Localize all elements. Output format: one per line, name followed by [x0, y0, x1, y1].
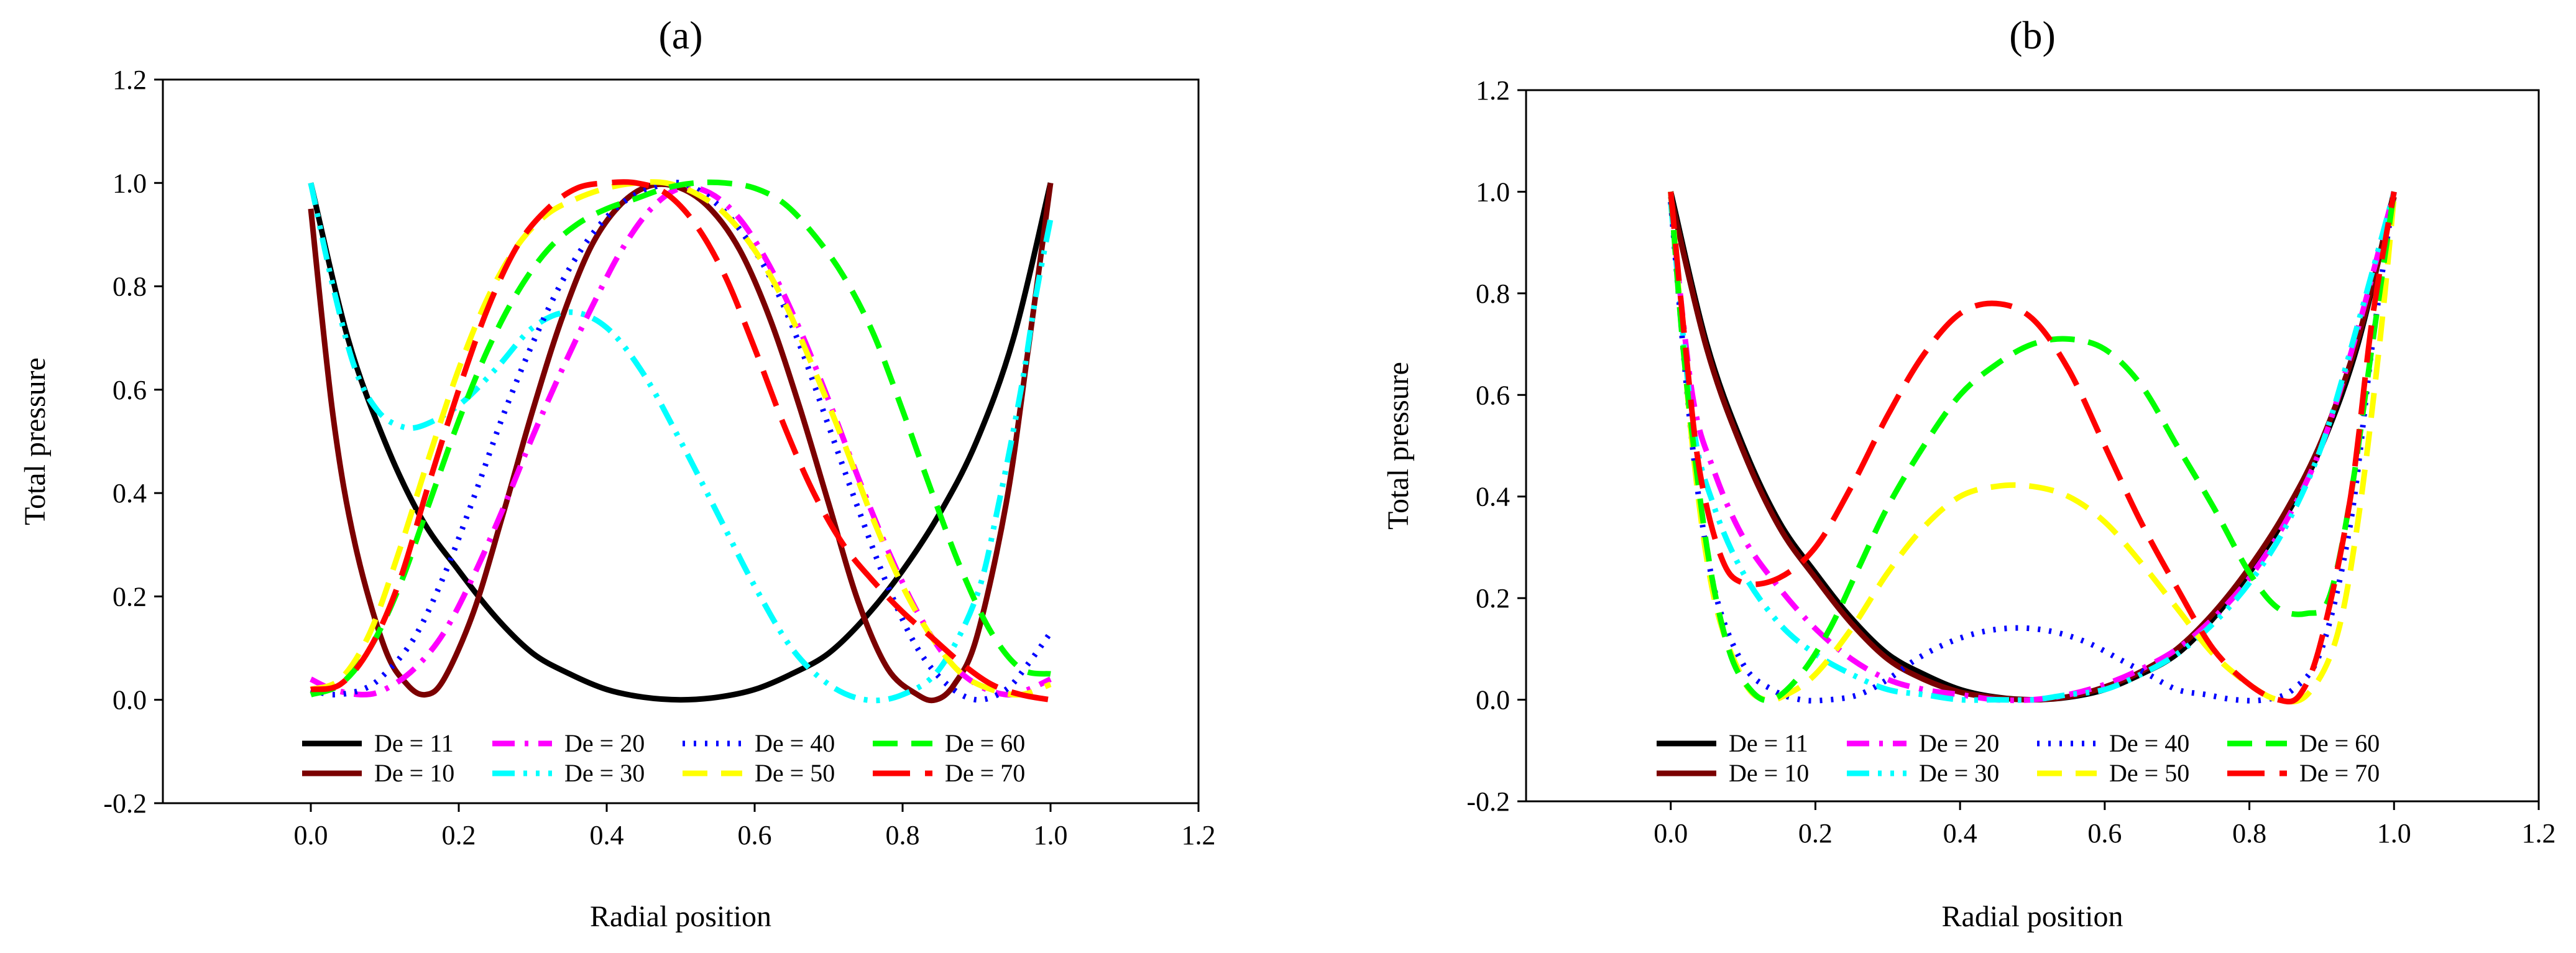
series-line-de-70 [310, 179, 1051, 703]
y-tick-label: -0.2 [103, 788, 147, 819]
y-tick-label: 0.6 [113, 375, 147, 405]
x-tick-label: 0.6 [738, 820, 772, 850]
y-tick-label: 0.8 [113, 272, 147, 302]
legend-label: De = 70 [2299, 759, 2380, 787]
y-tick-label: 0.0 [1476, 685, 1510, 716]
legend-label: De = 30 [564, 759, 645, 787]
y-tick-label: 0.0 [113, 685, 147, 716]
legend-label: De = 10 [374, 759, 454, 787]
legend-label: De = 11 [1729, 729, 1808, 757]
series-line-de-11 [308, 182, 1054, 703]
x-tick-label: 0.4 [590, 820, 624, 850]
series-line-de-30 [1668, 191, 2397, 703]
plot-frame [162, 78, 1200, 804]
series-line-de-11 [1668, 191, 2397, 703]
x-axis-title: Radial position [590, 900, 771, 933]
x-tick-label: 1.0 [2377, 818, 2411, 849]
x-tick-label: 0.6 [2087, 818, 2122, 849]
x-tick-label: 1.2 [1182, 820, 1216, 850]
series-lines [1668, 191, 2397, 705]
y-tick-label: 1.0 [1476, 177, 1510, 207]
series-line-de-20 [1668, 191, 2397, 704]
x-tick-label: 0.0 [1654, 818, 1688, 849]
x-tick-label: 0.8 [2232, 818, 2266, 849]
series-line-de-40 [310, 180, 1053, 703]
legend-label: De = 50 [755, 759, 835, 787]
y-tick-label: 0.4 [1476, 482, 1510, 512]
plot-frame [1525, 89, 2540, 803]
y-tick-label: 1.2 [113, 65, 147, 95]
x-axis-title: Radial position [1942, 900, 2123, 933]
y-tick-label: 1.2 [1476, 75, 1510, 106]
series-line-de-40 [1668, 191, 2397, 704]
x-tick-label: 1.0 [1034, 820, 1068, 850]
series-line-de-60 [310, 179, 1051, 697]
legend-label: De = 50 [2109, 759, 2189, 787]
y-tick-label: 0.2 [1476, 583, 1510, 614]
x-tick-label: 0.0 [294, 820, 328, 850]
series-line-de-70 [1668, 191, 2397, 705]
y-tick-label: 0.8 [1476, 279, 1510, 309]
series-line-de-10 [1668, 196, 2397, 703]
series-lines [308, 179, 1054, 704]
series-line-de-30 [308, 182, 1054, 704]
legend-label: De = 20 [1919, 729, 1999, 757]
y-tick-label: -0.2 [1466, 786, 1510, 817]
x-tick-label: 0.2 [1798, 818, 1833, 849]
y-tick-label: 0.2 [113, 581, 147, 612]
x-tick-label: 0.8 [886, 820, 920, 850]
series-line-de-50 [1668, 191, 2397, 705]
legend-label: De = 20 [564, 729, 645, 757]
panel-label: (a) [658, 13, 702, 57]
legend-label: De = 40 [2109, 729, 2189, 757]
y-tick-label: 1.0 [113, 168, 147, 198]
chart-panel-a: (a) 0.0 0.2 0.4 0.6 0.8 1.0 1.2 -0.2 0.0 0.2 0.4 0.6… [19, 13, 1216, 933]
y-axis-title: Total pressure [19, 357, 52, 525]
legend-label: De = 10 [1729, 759, 1809, 787]
x-tick-label: 1.2 [2522, 818, 2556, 849]
legend-label: De = 60 [945, 729, 1025, 757]
legend-label: De = 70 [945, 759, 1025, 787]
x-tick-label: 0.2 [442, 820, 476, 850]
legend-label: De = 40 [755, 729, 835, 757]
series-line-de-10 [308, 181, 1054, 704]
panel-label: (b) [2009, 13, 2056, 57]
series-line-de-60 [1668, 191, 2397, 704]
y-axis-title: Total pressure [1382, 362, 1415, 530]
x-tick-label: 0.4 [1943, 818, 1977, 849]
legend-label: De = 60 [2299, 729, 2380, 757]
y-tick-label: 0.4 [113, 478, 147, 509]
series-line-de-50 [310, 179, 1052, 698]
legend-label: De = 11 [374, 729, 454, 757]
y-tick-label: 0.6 [1476, 380, 1510, 410]
chart-panel-b: (b) 0.0 0.2 0.4 0.6 0.8 1.0 1.2 -0.2 0.0 0.2 0.4 0.6… [1382, 13, 2556, 933]
legend-label: De = 30 [1919, 759, 1999, 787]
